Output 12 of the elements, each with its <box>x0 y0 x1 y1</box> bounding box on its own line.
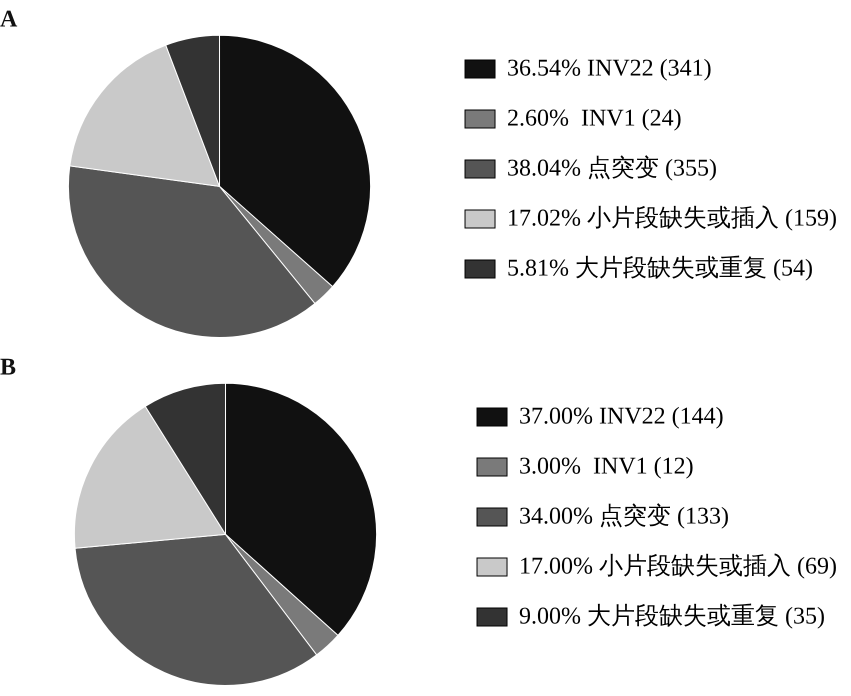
legend-label: 37.00% INV22 (144) <box>519 403 724 430</box>
legend-label: 2.60% INV1 (24) <box>507 105 682 132</box>
legend-label: 17.02% 小片段缺失或插入 (159) <box>507 204 838 232</box>
legend-label: 5.81% 大片段缺失或重复 (54) <box>507 255 814 282</box>
legend-label: 38.04% 点突变 (355) <box>507 154 718 182</box>
legend-label: 36.54% INV22 (341) <box>507 55 712 82</box>
chart-title: A <box>0 6 18 33</box>
legend-label: 17.00% 小片段缺失或插入 (69) <box>519 552 838 580</box>
chart-title: B <box>0 354 16 381</box>
legend-label: 3.00% INV1 (12) <box>519 453 694 480</box>
legend-label: 34.00% 点突变 (133) <box>519 502 730 530</box>
legend-label: 9.00% 大片段缺失或重复 (35) <box>519 603 826 630</box>
